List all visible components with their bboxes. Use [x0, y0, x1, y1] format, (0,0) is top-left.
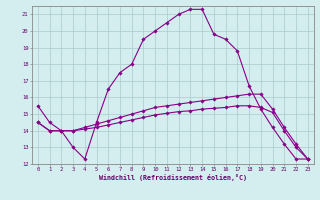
X-axis label: Windchill (Refroidissement éolien,°C): Windchill (Refroidissement éolien,°C) — [99, 174, 247, 181]
